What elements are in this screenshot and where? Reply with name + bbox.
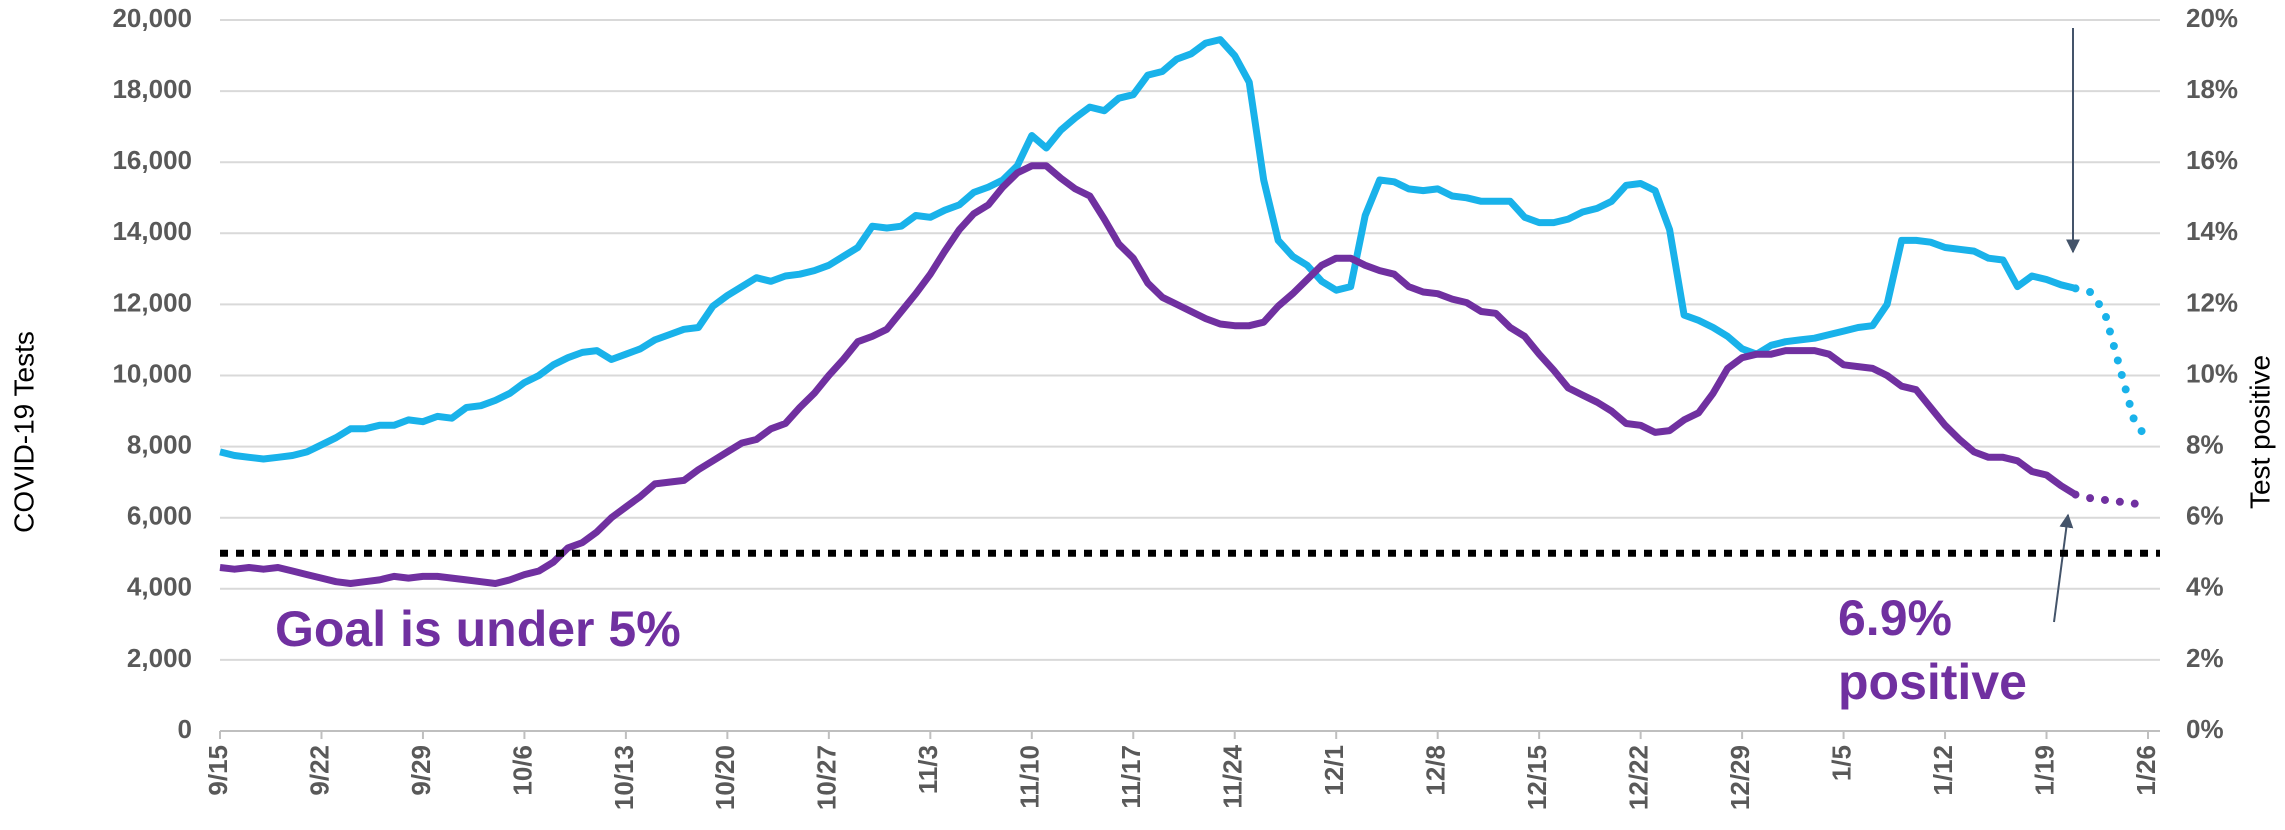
y2-tick-label: 20% — [2186, 3, 2238, 33]
x-tick-label: 11/17 — [1116, 745, 1146, 809]
x-tick-label: 9/15 — [203, 745, 233, 796]
y2-tick-label: 16% — [2186, 145, 2238, 175]
arrow — [2053, 513, 2074, 623]
series-line — [219, 36, 2077, 463]
x-tick-label: 11/3 — [913, 745, 943, 794]
y-tick-label: 12,000 — [112, 287, 192, 317]
y2-tick-label: 0% — [2186, 714, 2224, 744]
series-line — [219, 162, 2078, 587]
y2-tick-label: 2% — [2186, 643, 2224, 673]
x-tick-label: 9/22 — [304, 745, 334, 796]
y-tick-label: 8,000 — [127, 429, 192, 459]
x-tick-label: 1/5 — [1826, 745, 1856, 781]
series-line — [2071, 284, 2152, 446]
x-tick-label: 10/6 — [507, 745, 537, 796]
y-tick-label: 2,000 — [127, 643, 192, 673]
y2-tick-label: 18% — [2186, 74, 2238, 104]
x-tick-label: 1/26 — [2131, 745, 2161, 796]
latest-annotation: positive — [1838, 654, 2027, 710]
y2-tick-label: 8% — [2186, 429, 2224, 459]
y-tick-label: 20,000 — [112, 3, 192, 33]
y2-tick-label: 14% — [2186, 216, 2238, 246]
x-tick-label: 12/29 — [1725, 745, 1755, 810]
goal-annotation: Goal is under 5% — [275, 601, 681, 657]
x-tick-label: 12/15 — [1522, 745, 1552, 810]
y-tick-label: 18,000 — [112, 74, 192, 104]
x-tick-label: 12/8 — [1421, 745, 1451, 796]
y2-tick-label: 10% — [2186, 358, 2238, 388]
x-tick-label: 10/13 — [609, 745, 639, 810]
x-tick-label: 1/19 — [2029, 745, 2059, 796]
y-tick-label: 6,000 — [127, 501, 192, 531]
x-tick-label: 11/24 — [1218, 744, 1248, 808]
x-tick-label: 11/10 — [1015, 745, 1045, 809]
y-tick-label: 10,000 — [112, 358, 192, 388]
latest-annotation: 6.9% — [1838, 590, 1952, 646]
x-tick-label: 10/27 — [812, 745, 842, 810]
x-tick-label: 1/12 — [1928, 745, 1958, 796]
y2-axis-label: Test positive — [2244, 355, 2275, 509]
x-tick-label: 12/22 — [1624, 745, 1654, 810]
series-line — [2071, 490, 2152, 510]
y2-tick-label: 6% — [2186, 501, 2224, 531]
y-tick-label: 0 — [178, 714, 192, 744]
x-tick-label: 10/20 — [710, 745, 740, 810]
x-tick-label: 12/1 — [1319, 745, 1349, 796]
y2-tick-label: 4% — [2186, 572, 2224, 602]
y-tick-label: 4,000 — [127, 572, 192, 602]
y2-tick-label: 12% — [2186, 287, 2238, 317]
y-tick-label: 14,000 — [112, 216, 192, 246]
y-axis-label: COVID-19 Tests — [8, 331, 39, 533]
y-tick-label: 16,000 — [112, 145, 192, 175]
x-tick-label: 9/29 — [406, 745, 436, 796]
